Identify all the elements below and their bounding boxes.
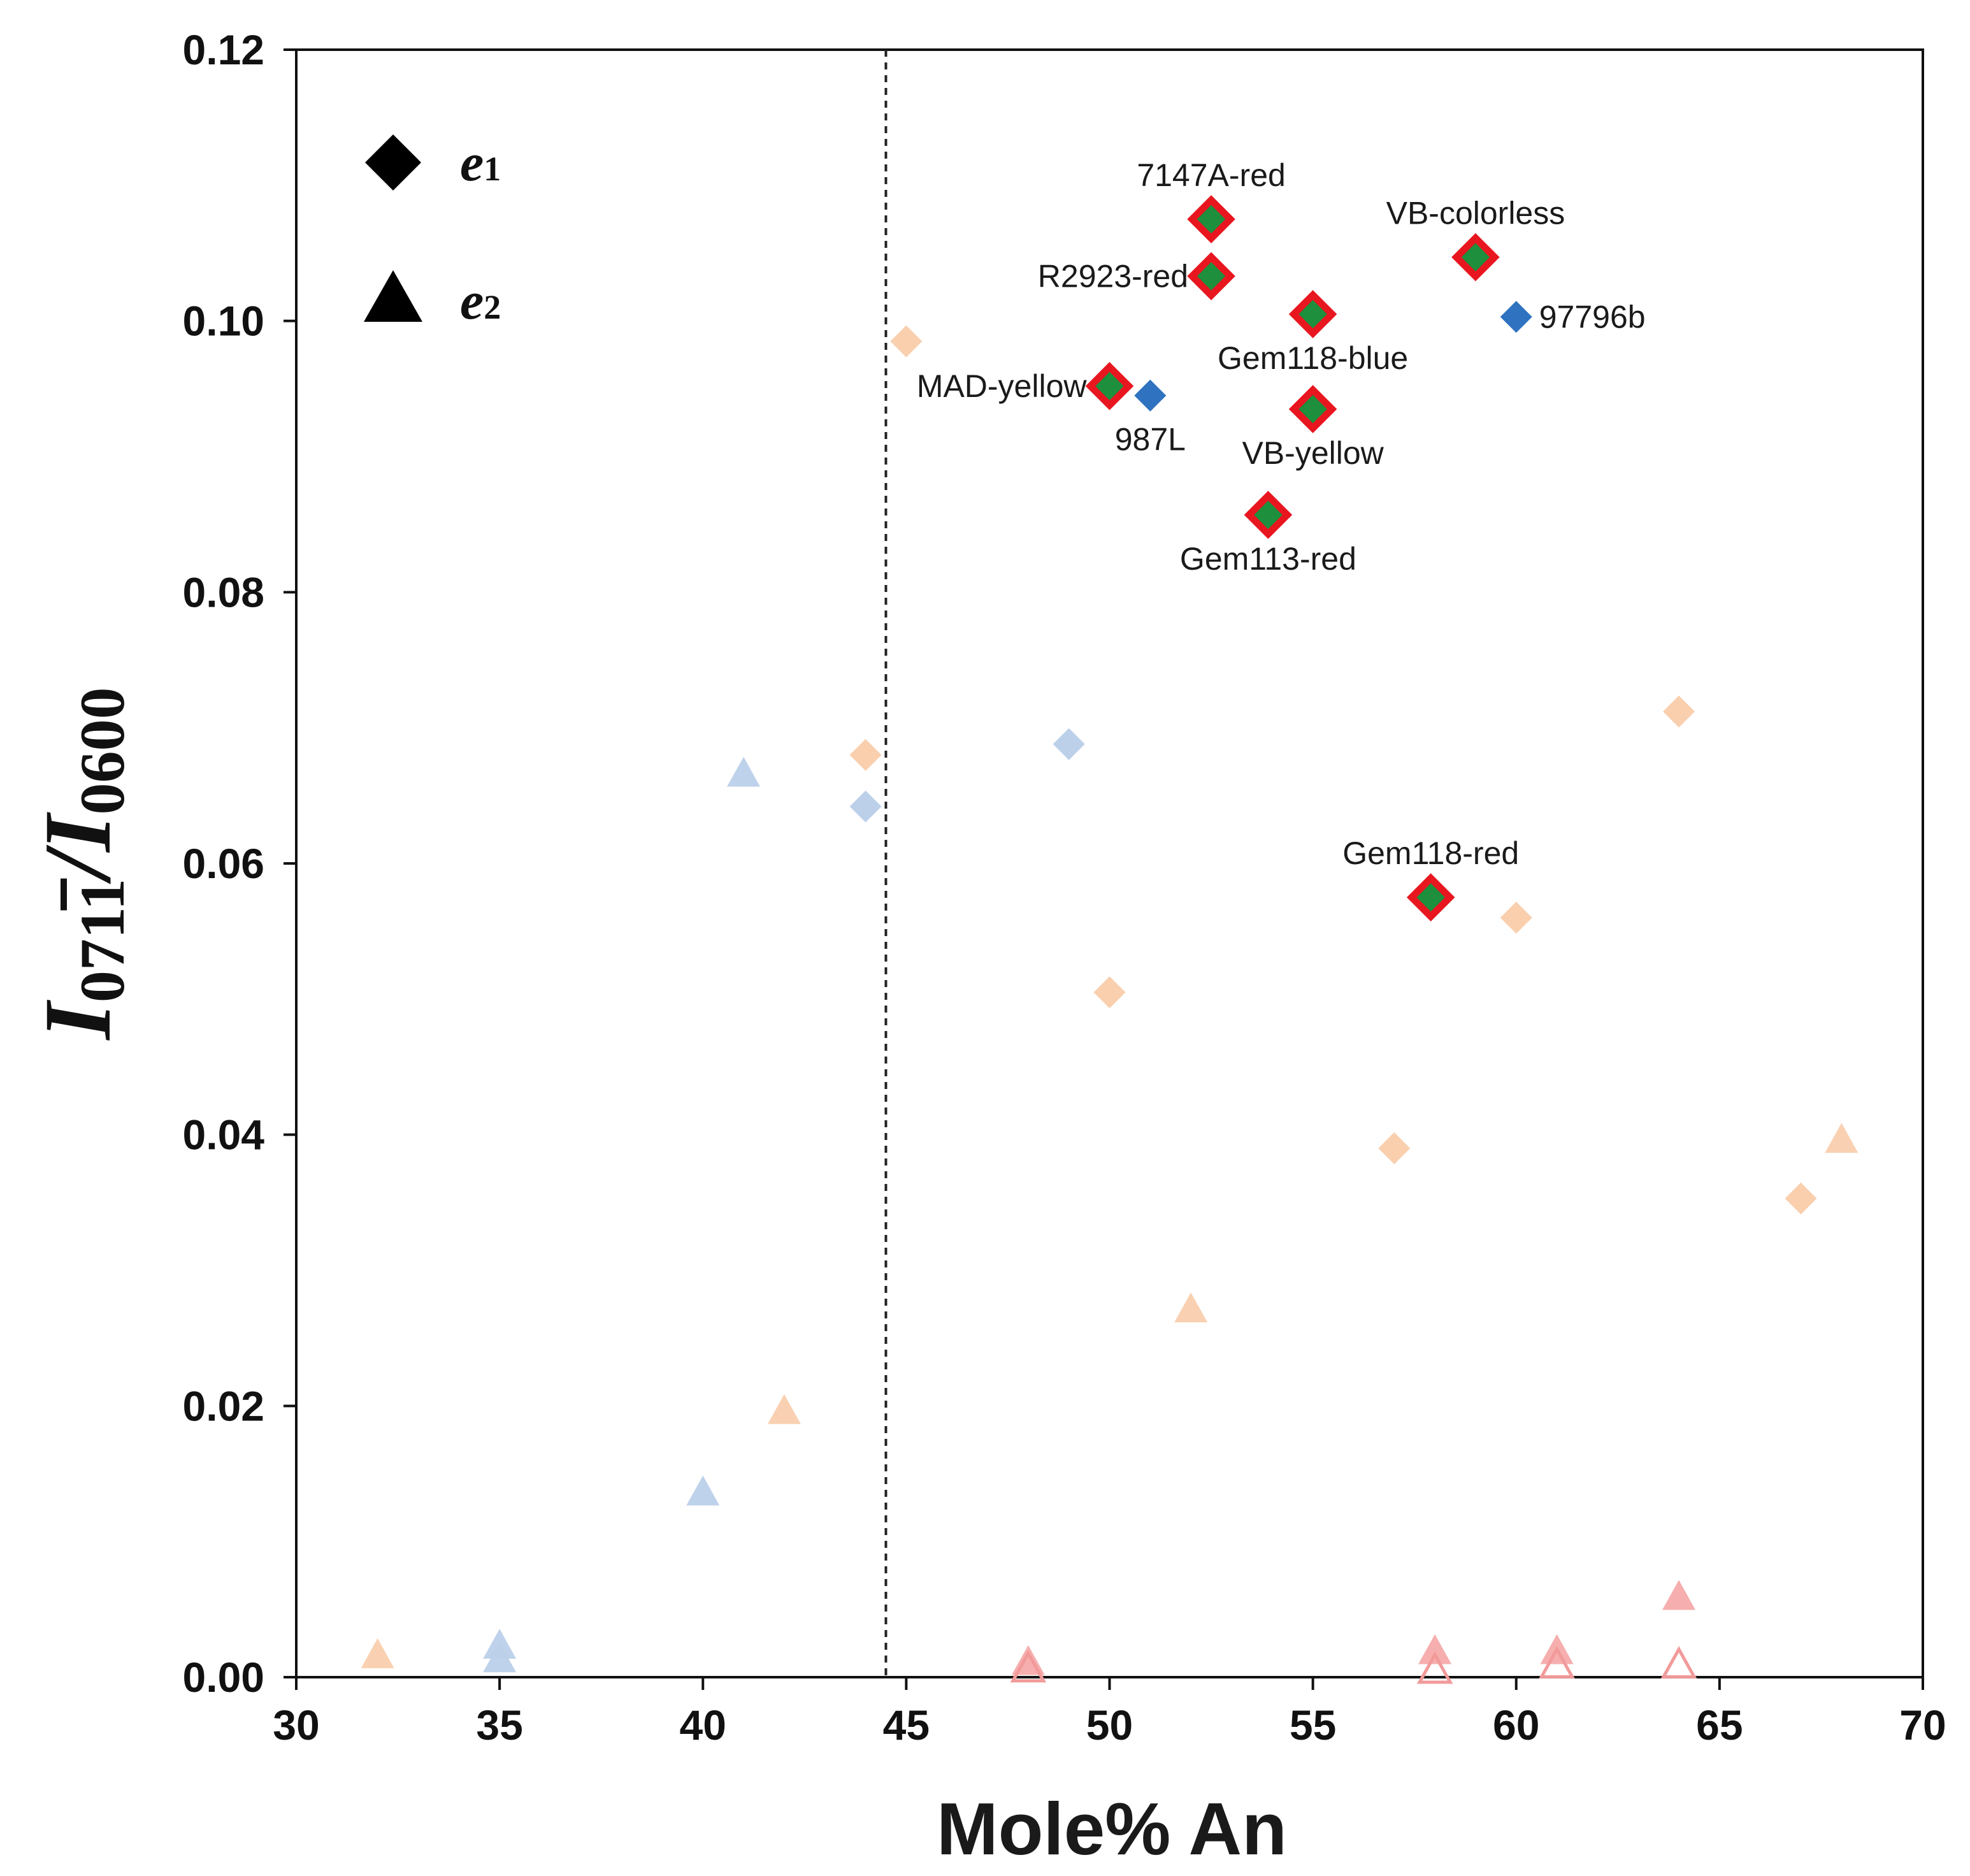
legend-label: e2 xyxy=(460,271,501,331)
point-label: Gem113-red xyxy=(1180,541,1356,577)
point-label: Gem118-red xyxy=(1342,835,1519,871)
x-tick-label: 55 xyxy=(1290,1701,1336,1749)
legend: e1 e2 xyxy=(364,133,501,331)
point-labels: 7147A-red R2923-red VB-colorless Gem118-blu… xyxy=(917,157,1646,871)
point-label: 987L xyxy=(1115,422,1186,458)
faded-blue-diamond-point xyxy=(849,790,882,823)
y-tick-label: 0.08 xyxy=(183,568,264,616)
faded-blue-triangle-point xyxy=(483,1642,517,1673)
hollow-pink-triangle-point xyxy=(1660,1646,1697,1678)
x-axis: 30 35 40 45 50 55 60 65 70 xyxy=(273,1677,1946,1749)
faded-orange-triangle-point xyxy=(1825,1123,1859,1153)
faded-orange-triangle-point xyxy=(361,1638,394,1668)
legend-label: e1 xyxy=(460,133,501,192)
point-label: 7147A-red xyxy=(1137,157,1286,193)
faded-pink-triangle-point xyxy=(1418,1634,1452,1664)
x-tick-label: 45 xyxy=(883,1701,930,1749)
x-tick-label: 35 xyxy=(476,1701,522,1749)
x-tick-label: 30 xyxy=(273,1701,319,1749)
x-tick-label: 60 xyxy=(1493,1701,1539,1749)
highlight-diamond-point xyxy=(1187,195,1235,243)
y-tick-label: 0.02 xyxy=(183,1382,264,1429)
faded-orange-diamond-point xyxy=(890,325,923,357)
y-axis: 0.00 0.02 0.04 0.06 0.08 0.10 0.12 xyxy=(183,26,296,1701)
data-points xyxy=(361,195,1859,1684)
highlight-diamond-point xyxy=(1451,233,1500,282)
y-tick-label: 0.00 xyxy=(183,1654,264,1701)
blue-diamond-point xyxy=(1500,301,1532,333)
highlight-diamond-point xyxy=(1288,385,1337,433)
hollow-pink-triangle-point xyxy=(1416,1651,1453,1684)
y-tick-label: 0.12 xyxy=(183,26,264,73)
faded-blue-triangle-point xyxy=(686,1475,720,1506)
hollow-pink-triangle-point xyxy=(1010,1650,1047,1683)
faded-orange-diamond-point xyxy=(1378,1132,1411,1164)
highlight-diamond-point xyxy=(1085,362,1134,410)
faded-blue-triangle-point xyxy=(727,756,761,787)
y-tick-label: 0.04 xyxy=(183,1111,265,1158)
point-label: Gem118-blue xyxy=(1218,340,1408,376)
highlight-diamond-point xyxy=(1187,252,1235,301)
point-label: 97796b xyxy=(1539,299,1646,335)
x-tick-label: 40 xyxy=(680,1701,726,1749)
faded-orange-triangle-point xyxy=(1174,1292,1208,1323)
legend-diamond-icon xyxy=(365,134,421,191)
x-tick-label: 50 xyxy=(1086,1701,1133,1749)
y-axis-title: I0711/I0600 xyxy=(25,688,138,1041)
highlight-diamond-point xyxy=(1406,873,1455,921)
faded-orange-diamond-point xyxy=(1500,902,1532,934)
point-label: VB-yellow xyxy=(1242,435,1384,471)
highlight-diamond-point xyxy=(1244,491,1293,539)
point-label: R2923-red xyxy=(1038,258,1188,294)
faded-orange-triangle-point xyxy=(767,1394,801,1424)
faded-blue-diamond-point xyxy=(1053,728,1085,760)
hollow-pink-triangle-point xyxy=(1539,1646,1575,1678)
faded-orange-diamond-point xyxy=(849,739,882,771)
x-tick-label: 65 xyxy=(1696,1701,1743,1749)
x-tick-label: 70 xyxy=(1899,1701,1946,1749)
faded-pink-triangle-point xyxy=(1662,1580,1696,1610)
faded-orange-diamond-point xyxy=(1093,976,1126,1009)
y-tick-label: 0.06 xyxy=(183,840,264,887)
y-tick-label: 0.10 xyxy=(183,298,264,345)
point-label: VB-colorless xyxy=(1386,196,1565,231)
faded-orange-diamond-point xyxy=(1785,1182,1817,1215)
highlight-diamond-point xyxy=(1288,290,1337,338)
point-label: MAD-yellow xyxy=(917,368,1088,404)
x-axis-title: Mole% An xyxy=(937,1787,1287,1870)
blue-diamond-point xyxy=(1134,379,1167,412)
faded-pink-triangle-point xyxy=(1011,1645,1045,1675)
legend-triangle-icon xyxy=(364,270,422,322)
faded-orange-diamond-point xyxy=(1663,695,1695,728)
